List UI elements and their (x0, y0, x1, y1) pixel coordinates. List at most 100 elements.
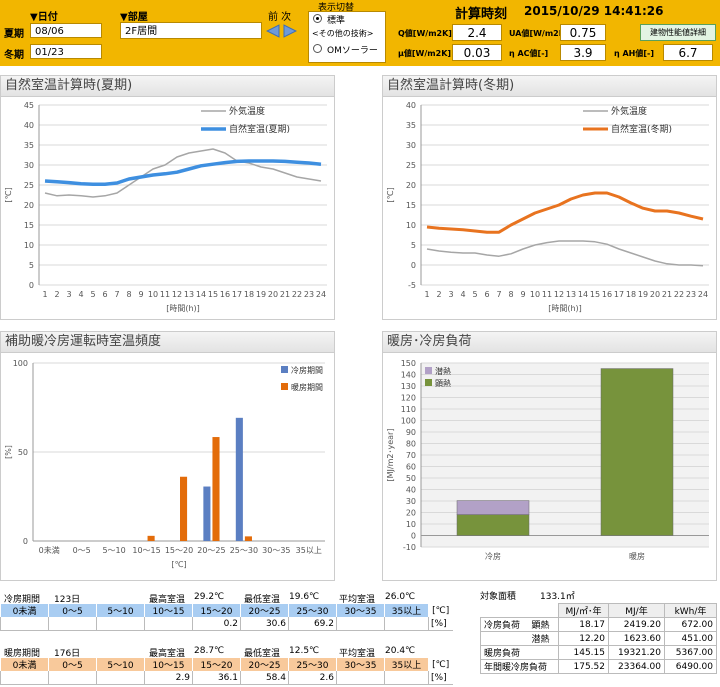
prev-arrow-icon[interactable] (265, 24, 280, 38)
heating-min-label: 最低室温 (244, 649, 281, 659)
cooling-value-cell (48, 617, 97, 631)
load-table: MJ/㎡･年 MJ/年 kWh/年 冷房負荷 顕熱 18.17 2419.20 … (480, 603, 717, 674)
x-tick-label: 10～15 (132, 546, 160, 555)
y-tick-label: 40 (24, 121, 34, 130)
cooling-header-cell: 25～30 (288, 604, 337, 617)
x-tick-label: 9 (138, 290, 143, 299)
heating-header-cell: 0～5 (48, 658, 97, 671)
heating-max-label: 最高室温 (149, 649, 186, 659)
summer-date-field[interactable]: 08/06 (30, 23, 102, 38)
legend-swatch (425, 379, 432, 386)
cooling-min-label: 最低室温 (244, 595, 281, 605)
freq-chart-title: 補助暖冷房運転時室温頻度 (1, 332, 334, 353)
y-tick-label: 10 (406, 520, 416, 529)
heating-summary: 暖房期間 176日 最高室温 28.7℃ 最低室温 12.5℃ 平均室温 20.… (4, 646, 454, 659)
load-cell: 145.15 (558, 645, 609, 660)
x-tick-label: 30～35 (262, 546, 290, 555)
x-tick-label: 1 (42, 290, 47, 299)
y-tick-label: 100 (401, 417, 416, 426)
x-tick-label: 16 (220, 290, 230, 299)
next-arrow-icon[interactable] (283, 24, 298, 38)
y-axis-label: [MJ/m2･year] (386, 429, 395, 482)
legend-label: 顕熱 (435, 378, 451, 388)
bar-1 (147, 535, 155, 541)
calc-time-label: 計算時刻 (455, 7, 508, 22)
room-label: ▼部屋 (120, 12, 148, 23)
y-tick-label: 20 (24, 201, 34, 210)
load-cell: 175.52 (558, 659, 609, 674)
load-cell: 顕熱 (528, 617, 559, 632)
area-value: 133.1㎡ (540, 592, 575, 602)
cooling-freq-table: 0未満 0～5 5～10 10～15 15～20 20～25 25～30 30～… (0, 604, 453, 631)
x-tick-label: 18 (626, 290, 636, 299)
heating-header-cell: 20～25 (240, 658, 289, 671)
series-line-0 (44, 148, 322, 198)
x-tick-label: 14 (196, 290, 206, 299)
load-header-cell: MJ/年 (608, 603, 665, 618)
y-tick-label: 40 (406, 101, 416, 110)
x-tick-label: 10 (148, 290, 158, 299)
radio-om[interactable] (313, 44, 322, 53)
heating-value-cell (0, 671, 49, 685)
load-cell (528, 645, 559, 660)
x-tick-label: 0未満 (39, 545, 60, 555)
bar-1 (212, 437, 220, 541)
legend-swatch (281, 366, 288, 373)
other-tech-label: <その他の技術> (312, 29, 374, 38)
cooling-value-cell (336, 617, 385, 631)
cooling-value-row: 0.2 30.6 69.2 [%] (0, 617, 453, 631)
prev-next-label: 前 次 (268, 12, 292, 23)
winter-date-field[interactable]: 01/23 (30, 44, 102, 59)
date-label: ▼日付 (30, 12, 58, 23)
y-tick-label: 45 (24, 101, 34, 110)
y-tick-label: 10 (24, 241, 34, 250)
cooling-header-cell: 20～25 (240, 604, 289, 617)
x-tick-label: 4 (78, 290, 83, 299)
load-header-row: MJ/㎡･年 MJ/年 kWh/年 (480, 603, 717, 618)
legend-label: 自然室温(冬期) (611, 123, 672, 135)
cooling-value-cell (96, 617, 145, 631)
x-tick-label: 13 (184, 290, 194, 299)
legend-label: 暖房期間 (291, 382, 323, 392)
load-cell: 暖房負荷 (480, 645, 529, 660)
winter-label: 冬期 (4, 50, 24, 61)
load-cell: 1623.60 (608, 631, 665, 646)
cooling-summary: 冷房期間 123日 最高室温 29.2℃ 最低室温 19.6℃ 平均室温 26.… (4, 592, 454, 605)
bar-1 (600, 368, 674, 536)
summer-chart-title: 自然室温計算時(夏期) (1, 76, 334, 97)
room-select[interactable]: 2F居間 (120, 22, 262, 39)
series-line-0 (426, 240, 704, 267)
heating-min-value: 12.5℃ (289, 646, 320, 656)
load-cell: 18.17 (558, 617, 609, 632)
legend-label: 外気温度 (229, 105, 265, 117)
x-tick-label: 15～20 (165, 546, 193, 555)
detail-button[interactable]: 建物性能値詳細 (640, 24, 716, 41)
x-tick-label: 1 (424, 290, 429, 299)
x-tick-label: 23 (304, 290, 314, 299)
heating-header-cell: 30～35 (336, 658, 385, 671)
x-tick-label: 20 (268, 290, 278, 299)
x-tick-label: 2 (54, 290, 59, 299)
ua-label: UA値[W/m2K] (509, 29, 569, 38)
cooling-min-value: 19.6℃ (289, 592, 320, 602)
display-switch-title: 表示切替 (318, 3, 355, 13)
cooling-unit-c: [℃] (428, 604, 453, 617)
x-tick-label: 7 (496, 290, 501, 299)
heating-value-cell (336, 671, 385, 685)
radio-standard[interactable] (313, 14, 322, 23)
radio-om-label: OMソーラー (327, 46, 378, 56)
y-tick-label: 20 (406, 181, 416, 190)
x-tick-label: 6 (484, 290, 489, 299)
heating-freq-table: 0未満 0～5 5～10 10～15 15～20 20～25 25～30 30～… (0, 658, 453, 685)
load-cell: 年間暖冷房負荷 (480, 659, 559, 674)
y-axis-label: [℃] (386, 187, 395, 202)
x-tick-label: 15 (590, 290, 600, 299)
x-tick-label: 22 (292, 290, 302, 299)
series-line-1 (44, 159, 322, 186)
y-tick-label: 35 (24, 141, 34, 150)
x-tick-label: 14 (578, 290, 588, 299)
heating-value-row: 2.9 36.1 58.4 2.6 [%] (0, 671, 453, 685)
winter-chart-title: 自然室温計算時(冬期) (383, 76, 716, 97)
heating-value-cell (96, 671, 145, 685)
x-tick-label: 6 (102, 290, 107, 299)
